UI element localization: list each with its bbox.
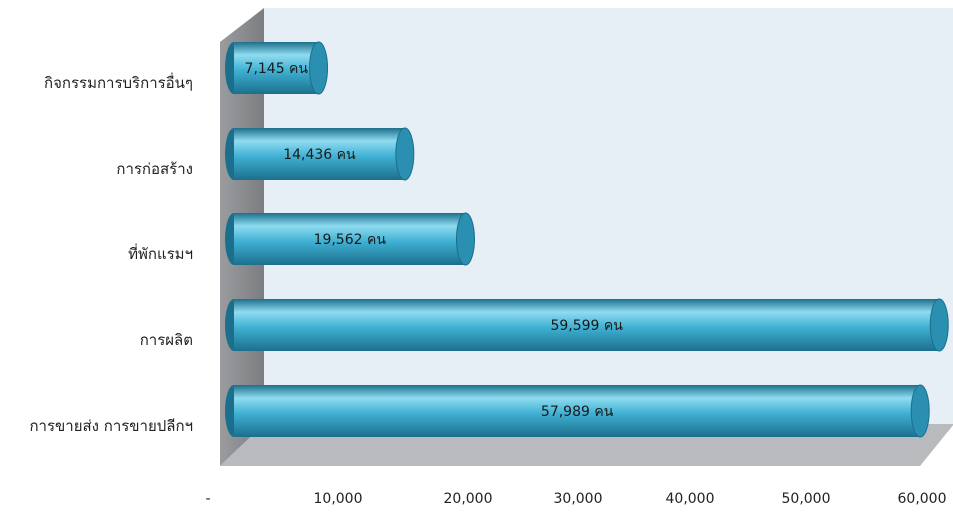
bar [234, 299, 940, 351]
category-label: การขายส่ง การขายปลีกฯ [29, 417, 193, 435]
bar [234, 128, 405, 180]
category-label: กิจกรรมการบริการอื่นๆ [44, 72, 193, 92]
bar-item: 7,145 คน [225, 41, 329, 95]
bar-item: 57,989 คน [225, 384, 930, 438]
bar-data-label: 14,436 คน [283, 147, 356, 163]
bar-item: 14,436 คน [225, 127, 415, 181]
bar [234, 385, 921, 437]
bar [234, 42, 319, 94]
bar-end-cap [910, 384, 930, 438]
x-axis-tick-labels: - 10,000 20,000 30,000 40,000 50,000 60,000 [205, 491, 946, 507]
x-tick-label: 40,000 [666, 491, 715, 507]
bar-data-label: 19,562 คน [314, 232, 387, 248]
bar-item: 59,599 คน [225, 298, 949, 352]
bar-end-cap [455, 212, 475, 266]
bar-item: 19,562 คน [225, 212, 475, 266]
bars-group: 7,145 คน 14,436 คน 19,562 คน 59,599 คน 57,98… [225, 41, 949, 438]
bar-end-cap [309, 41, 329, 95]
bar-data-label: 59,599 คน [550, 318, 623, 334]
bar [234, 213, 466, 265]
category-labels: กิจกรรมการบริการอื่นๆการก่อสร้างที่พักแร… [29, 72, 193, 435]
x-tick-label: 50,000 [782, 491, 831, 507]
x-tick-label: 60,000 [898, 491, 947, 507]
bar-data-label: 7,145 คน [245, 61, 309, 77]
x-tick-label: - [205, 491, 210, 507]
x-tick-label: 30,000 [554, 491, 603, 507]
bar-data-label: 57,989 คน [541, 404, 614, 420]
category-label: การผลิต [140, 331, 193, 349]
bar-end-cap [929, 298, 949, 352]
bar-end-cap [395, 127, 415, 181]
x-tick-label: 20,000 [444, 491, 493, 507]
category-label: การก่อสร้าง [116, 160, 193, 178]
category-label: ที่พักแรมฯ [128, 243, 193, 263]
x-tick-label: 10,000 [314, 491, 363, 507]
